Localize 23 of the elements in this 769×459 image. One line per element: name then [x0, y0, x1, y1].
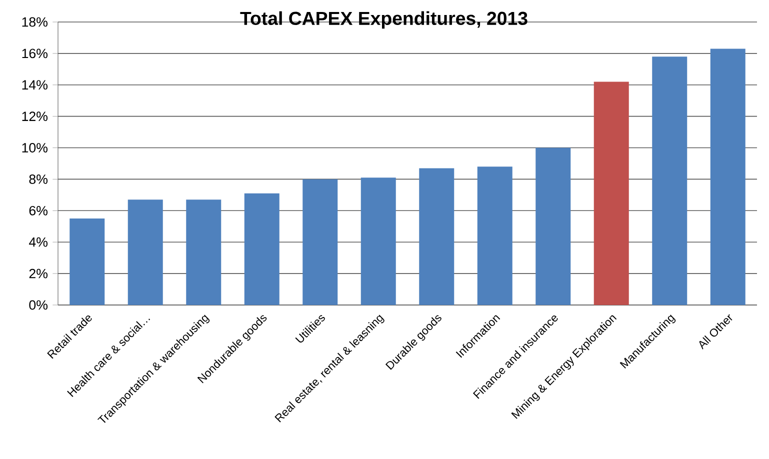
bar: [419, 168, 454, 305]
y-tick-label: 18%: [22, 17, 48, 27]
bar: [710, 48, 746, 305]
y-tick-label: 10%: [22, 143, 48, 152]
bar: [302, 179, 338, 305]
bar: [594, 82, 629, 305]
bar: [128, 200, 163, 305]
y-tick-label: 16%: [22, 48, 48, 58]
bar: [70, 218, 105, 305]
y-tick-label: 0%: [29, 300, 48, 310]
chart-title: Total CAPEX Expenditures, 2013: [240, 11, 528, 29]
bar: [477, 166, 512, 305]
bar: [536, 148, 571, 305]
bar: [244, 193, 280, 305]
y-tick-label: 6%: [29, 206, 48, 216]
bar: [360, 178, 396, 305]
bar: [652, 56, 688, 305]
y-tick-label: 2%: [29, 268, 48, 278]
y-tick-label: 4%: [29, 237, 48, 247]
y-tick-label: 14%: [22, 80, 48, 90]
y-tick-label: 8%: [29, 174, 48, 184]
bar: [186, 200, 222, 305]
y-tick-label: 12%: [22, 112, 48, 122]
